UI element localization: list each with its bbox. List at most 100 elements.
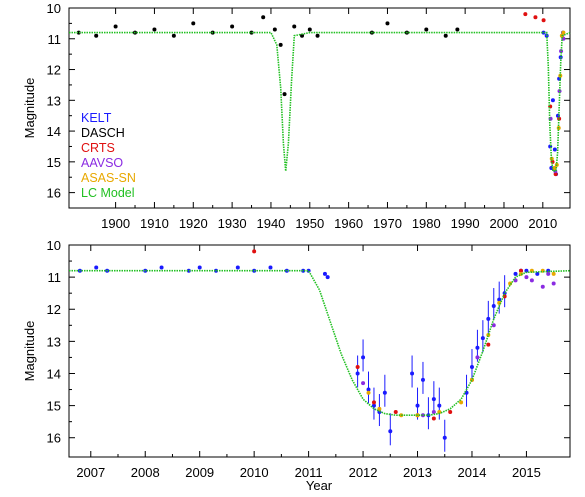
bottom-point-kelt (420, 377, 425, 382)
top-point-dasch (385, 21, 390, 26)
top-y-tick-label: 14 (47, 124, 61, 139)
bottom-point-crts (393, 410, 398, 415)
top-x-tick-label: 1910 (140, 216, 169, 231)
bottom-point-kelt (431, 397, 436, 402)
bottom-point-kelt (361, 355, 366, 360)
bottom-point-aavso (361, 381, 366, 386)
top-y-tick-label: 11 (48, 32, 62, 47)
bottom-point-crts (355, 365, 360, 370)
bottom-point-kelt (437, 403, 442, 408)
bottom-point-crts (371, 400, 376, 405)
bottom-series-line-lc-model (69, 269, 571, 417)
bottom-x-tick-label: 2014 (458, 465, 487, 480)
bottom-point-kelt (382, 390, 387, 395)
bottom-point-kelt (371, 403, 376, 408)
bottom-point-kelt (197, 265, 202, 270)
bottom-point-aavso (529, 278, 534, 283)
top-x-tick-label: 1990 (451, 216, 480, 231)
bottom-point-kelt (325, 275, 330, 280)
bottom-point-crts (518, 268, 523, 273)
bottom-x-tick-label: 2008 (131, 465, 160, 480)
top-point-kelt (541, 30, 546, 35)
top-y-tick-label: 15 (47, 155, 61, 170)
bottom-y-tick-label: 10 (47, 238, 61, 253)
bottom-plot-frame (68, 244, 571, 458)
bottom-point-crts (448, 410, 453, 415)
bottom-y-tick-label: 15 (47, 399, 61, 414)
top-point-dasch (76, 30, 81, 35)
top-y-axis-title: Magnitude (22, 78, 37, 139)
bottom-y-axis-title: Magnitude (22, 321, 37, 382)
top-x-tick-label: 1980 (412, 216, 441, 231)
bottom-point-asas-sn (459, 400, 464, 405)
bottom-point-kelt (513, 271, 518, 276)
bottom-point-kelt (469, 365, 474, 370)
bottom-point-kelt (366, 387, 371, 392)
top-panel: 1900 1910 1920 1930 1940 1950 1960 1970 1980 1990… (22, 1, 571, 231)
top-series-line-lc-model (69, 31, 571, 172)
top-point-dasch (307, 27, 312, 32)
bottom-y-tick-label: 13 (47, 334, 61, 349)
bottom-x-tick-label: 2013 (403, 465, 432, 480)
bottom-point-aavso (513, 278, 518, 283)
top-x-tick-label: 1940 (256, 216, 285, 231)
bottom-point-kelt (355, 371, 360, 376)
bottom-point-asas-sn (437, 410, 442, 415)
bottom-point-aavso (546, 271, 551, 276)
top-y-tick-label: 10 (47, 1, 61, 16)
top-point-dasch (272, 27, 277, 32)
top-legend-entry: DASCH (81, 126, 125, 140)
bottom-point-kelt (486, 316, 491, 321)
bottom-x-tick-label: 2011 (295, 465, 323, 480)
top-data-marks (69, 12, 571, 177)
top-x-tick-label: 2010 (528, 216, 557, 231)
bottom-point-kelt (301, 268, 306, 273)
bottom-point-aavso (431, 410, 436, 415)
bottom-point-crts (431, 416, 436, 421)
top-point-dasch (278, 42, 283, 47)
top-point-crts (541, 18, 546, 23)
bottom-y-tick-label: 16 (47, 431, 61, 446)
bottom-point-asas-sn (399, 413, 404, 418)
bottom-point-kelt (159, 265, 164, 270)
bottom-point-kelt (491, 304, 496, 309)
bottom-point-asas-sn (377, 406, 382, 411)
top-point-asas-sn (561, 30, 566, 35)
bottom-point-kelt (480, 336, 485, 341)
bottom-data-marks (69, 249, 571, 452)
bottom-point-kelt (415, 403, 420, 408)
bottom-point-kelt (388, 429, 393, 434)
top-legend-entry: ASAS-SN (81, 171, 136, 185)
top-y-tick-label: 13 (47, 93, 61, 108)
top-point-kelt (550, 98, 555, 103)
top-point-dasch (300, 33, 305, 38)
bottom-point-kelt (475, 345, 480, 350)
bottom-point-kelt (268, 265, 273, 270)
bottom-point-asas-sn (551, 271, 556, 276)
bottom-point-kelt (186, 268, 191, 273)
top-point-dasch (113, 24, 118, 29)
bottom-x-tick-label: 2015 (512, 465, 541, 480)
bottom-point-aavso (524, 275, 529, 280)
top-x-tick-label: 1920 (179, 216, 208, 231)
top-x-tick-label: 1930 (218, 216, 247, 231)
bottom-y-tick-label: 12 (47, 302, 61, 317)
top-point-dasch (152, 27, 157, 32)
bottom-x-tick-label: 2012 (349, 465, 378, 480)
top-point-dasch (315, 33, 320, 38)
top-point-dasch (230, 24, 235, 29)
top-ticks: 1900 1910 1920 1930 1940 1950 1960 1970 1980 1990… (47, 1, 570, 231)
bottom-point-kelt (410, 371, 415, 376)
bottom-point-aavso (540, 284, 545, 289)
top-point-asas-sn (552, 166, 557, 170)
bottom-ticks: 2007 2008 2009 2010 2011 2012 2013 2014 2015 10 11… (47, 238, 570, 480)
top-x-tick-label: 1950 (295, 216, 324, 231)
bottom-point-kelt (524, 268, 529, 273)
top-point-dasch (94, 33, 99, 38)
top-point-crts (553, 172, 558, 177)
bottom-point-kelt (497, 297, 502, 302)
top-x-tick-label: 2000 (490, 216, 519, 231)
top-point-dasch (443, 33, 448, 38)
